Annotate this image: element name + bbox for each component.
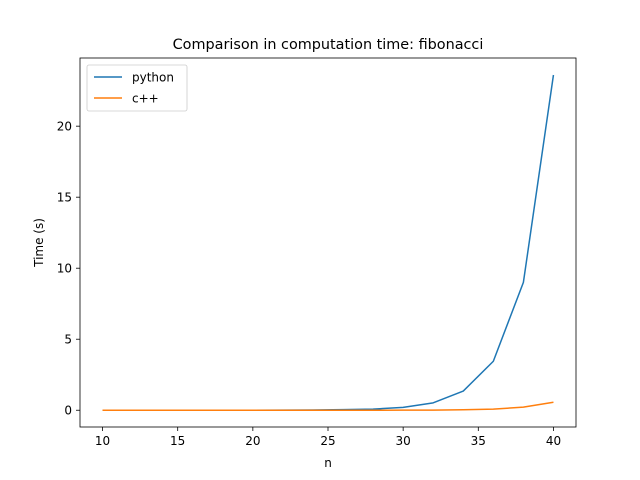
x-tick-label: 30 [396,434,411,448]
x-axis-ticks: 10 15 20 25 30 35 40 [95,427,561,448]
plot-frame [79,57,577,428]
series-layer [102,74,555,411]
y-tick-label: 0 [64,404,72,418]
x-tick-label: 35 [471,434,486,448]
x-tick-label: 20 [245,434,260,448]
y-axis-ticks: 0 5 10 15 20 [57,120,80,418]
y-tick-label: 10 [57,262,72,276]
x-tick-label: 10 [95,434,110,448]
x-tick-label: 40 [546,434,561,448]
y-tick-label: 5 [64,333,72,347]
legend: python c++ [86,64,188,112]
x-tick-label: 25 [320,434,335,448]
chart-title: Comparison in computation time: fibonacc… [173,37,484,53]
y-tick-label: 20 [57,120,72,134]
legend-label: c++ [132,92,159,106]
y-axis-label: Time (s) [32,218,46,268]
series-line-c- [102,401,554,411]
legend-label: python [132,71,174,85]
x-axis-label: n [324,456,332,470]
y-tick-label: 15 [57,191,72,205]
x-tick-label: 15 [170,434,185,448]
